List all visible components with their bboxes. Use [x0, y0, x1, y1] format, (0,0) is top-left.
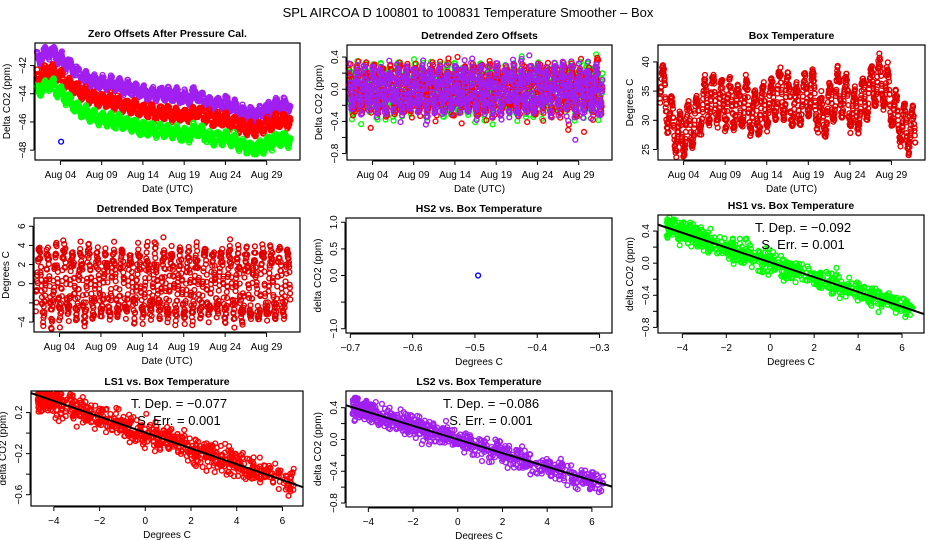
y-tick-label: 0.0 — [330, 82, 341, 96]
x-tick-label: Aug 24 — [210, 170, 242, 181]
x-tick-label: Aug 14 — [439, 170, 471, 181]
x-tick-label: Aug 29 — [251, 170, 283, 181]
y-tick-label: −0.4 — [330, 111, 341, 131]
x-tick-label: Aug 09 — [398, 170, 430, 181]
x-tick-label: Aug 19 — [168, 170, 200, 181]
x-axis-label: Date (UTC) — [142, 184, 193, 195]
y-tick-label: 0.4 — [330, 50, 341, 64]
y-tick-label: −44 — [18, 85, 29, 102]
panel-title: Detrended Zero Offsets — [421, 30, 538, 42]
x-tick-label: Aug 04 — [45, 170, 77, 181]
y-tick-label: −48 — [18, 141, 29, 158]
y-tick-label: −0.8 — [330, 143, 341, 163]
x-tick-label: Aug 14 — [127, 170, 159, 181]
panel-zero_offsets: Zero Offsets After Pressure Cal. Date (UT… — [2, 28, 301, 195]
x-tick-label: Aug 29 — [563, 170, 595, 181]
data-point — [207, 96, 214, 103]
x-tick-label: Aug 09 — [86, 170, 118, 181]
data-point — [117, 77, 124, 85]
x-axis-label: Date (UTC) — [454, 184, 505, 195]
y-tick-label: −42 — [18, 57, 29, 74]
plot-area — [33, 43, 294, 158]
panel-title: Zero Offsets After Pressure Cal. — [88, 28, 247, 40]
y-axis-label: Delta CO2 (ppm) — [314, 65, 325, 141]
x-tick-label: Aug 19 — [480, 170, 512, 181]
x-tick-label: Aug 24 — [522, 170, 554, 181]
x-tick-label: Aug 04 — [357, 170, 389, 181]
y-tick-label: −46 — [18, 113, 29, 130]
y-axis-label: Delta CO2 (ppm) — [2, 64, 13, 140]
main-title: SPL AIRCOA D 100801 to 100831 Temperatur… — [283, 5, 654, 20]
